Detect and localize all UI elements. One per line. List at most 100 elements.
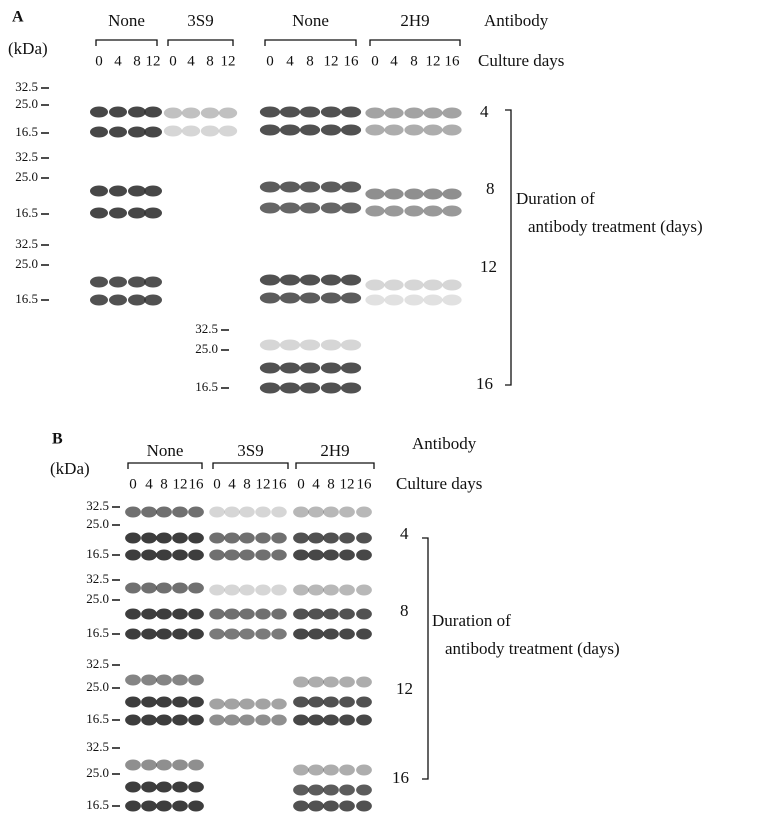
duration-subtitle: antibody treatment (days) bbox=[445, 639, 620, 658]
blot-band bbox=[356, 784, 372, 796]
blot-band bbox=[90, 294, 108, 306]
blot-band bbox=[308, 608, 324, 620]
blot-band bbox=[293, 608, 309, 620]
blot-band bbox=[365, 188, 385, 200]
blot-band bbox=[323, 784, 339, 796]
duration-bracket bbox=[422, 537, 429, 780]
blot-band bbox=[323, 532, 339, 544]
blot-band bbox=[339, 764, 355, 776]
lane-label: 16 bbox=[272, 476, 288, 492]
marker-label: 32.5 bbox=[195, 321, 218, 336]
blot-band bbox=[141, 549, 157, 561]
blot-band bbox=[224, 628, 240, 640]
blot-band bbox=[320, 292, 342, 304]
blot-band bbox=[299, 202, 321, 214]
lane-label: 4 bbox=[114, 53, 122, 69]
blot-band bbox=[423, 188, 443, 200]
blot-band bbox=[271, 698, 287, 710]
blot-band bbox=[144, 126, 162, 138]
blot-band bbox=[293, 676, 309, 688]
blot-band bbox=[442, 107, 462, 119]
blot-band bbox=[255, 506, 271, 518]
blot-band bbox=[340, 292, 362, 304]
duration-label: 16 bbox=[392, 768, 409, 787]
blot-band bbox=[109, 294, 127, 306]
group-bracket bbox=[127, 462, 203, 469]
lane-label: 12 bbox=[146, 53, 161, 69]
blot-band bbox=[356, 696, 372, 708]
lane-label: 12 bbox=[173, 476, 188, 492]
blot-band bbox=[141, 674, 157, 686]
blot-band bbox=[442, 279, 462, 291]
blot-band bbox=[172, 759, 188, 771]
blot-band bbox=[156, 532, 172, 544]
blot-band bbox=[279, 382, 301, 394]
lane-label: 4 bbox=[187, 53, 195, 69]
blot-band bbox=[308, 549, 324, 561]
blot-band bbox=[259, 181, 281, 193]
blot-band bbox=[255, 532, 271, 544]
blot-band bbox=[156, 608, 172, 620]
blot-band bbox=[279, 106, 301, 118]
marker-label: 32.5 bbox=[86, 656, 109, 671]
lane-label: 8 bbox=[410, 53, 418, 69]
marker-label: 16.5 bbox=[15, 205, 38, 220]
lane-label: 0 bbox=[266, 53, 274, 69]
blot-band bbox=[255, 584, 271, 596]
blot-band bbox=[156, 800, 172, 812]
marker-label: 25.0 bbox=[86, 679, 109, 694]
blot-band bbox=[141, 532, 157, 544]
blot-band bbox=[299, 106, 321, 118]
lane-label: 12 bbox=[324, 53, 339, 69]
marker-label: 25.0 bbox=[195, 341, 218, 356]
blot-band bbox=[323, 628, 339, 640]
group-bracket bbox=[369, 39, 461, 46]
blot-band bbox=[125, 714, 141, 726]
blot-band bbox=[109, 185, 127, 197]
blot-band bbox=[384, 124, 404, 136]
blot-band bbox=[125, 674, 141, 686]
blot-band bbox=[279, 339, 301, 351]
blot-band bbox=[224, 506, 240, 518]
blot-band bbox=[308, 676, 324, 688]
blot-band bbox=[209, 549, 225, 561]
blot-band bbox=[423, 107, 443, 119]
blot-band bbox=[365, 294, 385, 306]
blot-band bbox=[356, 532, 372, 544]
duration-title: Duration of bbox=[432, 611, 511, 630]
duration-label: 4 bbox=[480, 102, 489, 121]
blot-band bbox=[255, 698, 271, 710]
blot-band bbox=[172, 628, 188, 640]
blot-band bbox=[340, 339, 362, 351]
blot-band bbox=[356, 549, 372, 561]
blot-band bbox=[384, 107, 404, 119]
blot-band bbox=[423, 279, 443, 291]
blot-band bbox=[239, 714, 255, 726]
marker-label: 16.5 bbox=[195, 379, 218, 394]
blot-band bbox=[340, 382, 362, 394]
blot-band bbox=[356, 800, 372, 812]
blot-band bbox=[320, 339, 342, 351]
blot-band bbox=[90, 106, 108, 118]
blot-band bbox=[255, 549, 271, 561]
blot-band bbox=[128, 276, 146, 288]
blot-band bbox=[156, 674, 172, 686]
blot-band bbox=[320, 202, 342, 214]
blot-band bbox=[323, 714, 339, 726]
lane-label: 0 bbox=[129, 476, 137, 492]
blot-band bbox=[125, 696, 141, 708]
group-name: None bbox=[108, 11, 145, 30]
lane-label: 4 bbox=[312, 476, 320, 492]
blot-band bbox=[141, 800, 157, 812]
blot-band bbox=[320, 382, 342, 394]
blot-band bbox=[144, 294, 162, 306]
blot-band bbox=[340, 274, 362, 286]
blot-band bbox=[209, 628, 225, 640]
blot-band bbox=[224, 532, 240, 544]
blot-band bbox=[293, 628, 309, 640]
blot-band bbox=[188, 506, 204, 518]
blot-band bbox=[156, 506, 172, 518]
blot-band bbox=[279, 274, 301, 286]
blot-band bbox=[144, 185, 162, 197]
marker-label: 32.5 bbox=[15, 79, 38, 94]
